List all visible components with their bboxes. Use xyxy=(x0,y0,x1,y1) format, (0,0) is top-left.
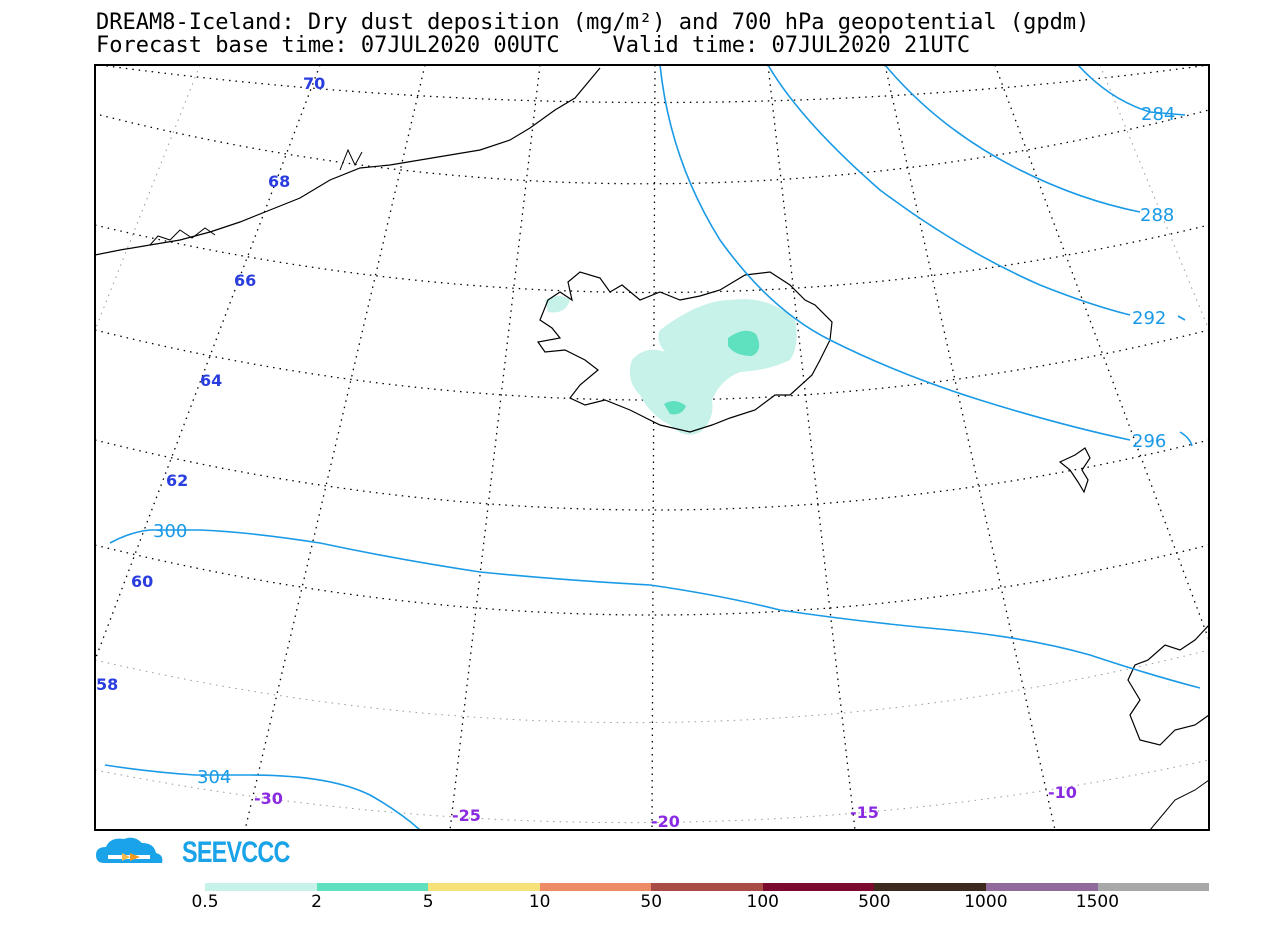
meridian-5 xyxy=(994,65,1209,641)
dust-area-medium-2 xyxy=(664,400,686,415)
colorbar-label: 10 xyxy=(528,892,551,912)
colorbar xyxy=(205,883,1210,891)
parallel-56 xyxy=(95,759,1209,824)
parallel-70 xyxy=(99,65,1209,104)
colorbar-segment xyxy=(316,883,429,891)
contour-292 xyxy=(767,65,1131,316)
map-title-line-2: Forecast base time: 07JUL2020 00UTC Vali… xyxy=(96,33,971,58)
colorbar-label: 2 xyxy=(311,892,322,912)
latitude-gridlines-light xyxy=(95,649,1209,824)
colorbar-label: 500 xyxy=(858,892,891,912)
parallel-66 xyxy=(95,224,1209,294)
colorbar-segment xyxy=(205,883,317,891)
longitude-labels: -30 -25 -20 -15 -10 xyxy=(254,783,1077,831)
geopotential-contours xyxy=(104,65,1201,830)
colorbar-label: 1500 xyxy=(1075,892,1120,912)
dust-deposition-shading xyxy=(545,296,797,435)
lat-label-62: 62 xyxy=(166,471,188,490)
meridian-35 xyxy=(95,65,321,661)
meridian-10 xyxy=(884,65,1056,830)
gp-label-300: 300 xyxy=(153,521,187,542)
lat-label-66: 66 xyxy=(234,271,256,290)
dust-area-low xyxy=(629,299,797,435)
contour-284 xyxy=(1077,65,1186,116)
parallel-68 xyxy=(99,109,1209,185)
lon-label-20: -20 xyxy=(651,812,680,831)
parallel-58 xyxy=(95,649,1209,724)
meridian-gridlines-light xyxy=(95,65,1209,331)
colorbar-segment xyxy=(762,883,875,891)
colorbar-label: 100 xyxy=(746,892,779,912)
dust-area-medium-1 xyxy=(728,330,760,356)
colorbar-segment xyxy=(651,883,763,891)
meridian-30 xyxy=(244,65,426,830)
gp-label-296: 296 xyxy=(1132,431,1166,452)
latitude-gridlines xyxy=(95,65,1209,616)
lat-label-70: 70 xyxy=(303,74,325,93)
colorbar-segment xyxy=(874,883,986,891)
colorbar-label: 0.5 xyxy=(191,892,219,912)
contour-288 xyxy=(884,65,1141,213)
lat-label-60: 60 xyxy=(131,572,153,591)
map-frame xyxy=(94,64,1210,831)
meridian-20 xyxy=(651,65,656,830)
latitude-labels: 70 68 66 64 62 60 58 xyxy=(96,74,325,694)
meridian-25 xyxy=(449,65,541,830)
lon-label-15: -15 xyxy=(850,803,879,822)
lon-label-25: -25 xyxy=(452,806,481,825)
dust-area-low-west xyxy=(545,296,570,313)
faroe-islands xyxy=(1058,447,1091,494)
gp-label-304: 304 xyxy=(197,767,231,788)
geopotential-labels: 284 288 292 296 300 304 xyxy=(153,104,1175,788)
gp-label-284: 284 xyxy=(1141,104,1175,125)
norway-coastline xyxy=(1127,624,1209,746)
lat-label-68: 68 xyxy=(268,172,290,191)
gp-label-292: 292 xyxy=(1132,308,1166,329)
lat-label-58: 58 xyxy=(96,675,118,694)
contour-296 xyxy=(659,65,1131,441)
greenland-coastline xyxy=(95,67,601,256)
cloud-logo-icon xyxy=(96,837,163,863)
colorbar-label: 1000 xyxy=(964,892,1008,912)
colorbar-label: 5 xyxy=(422,892,434,912)
colorbar-segment xyxy=(428,883,540,891)
parallel-60 xyxy=(95,544,1209,616)
parallel-62 xyxy=(95,439,1209,511)
lon-label-10: -10 xyxy=(1048,783,1077,802)
colorbar-segment xyxy=(539,883,652,891)
iceland-coastline xyxy=(536,271,833,433)
colorbar-label: 50 xyxy=(640,892,663,912)
meridian-gridlines xyxy=(95,65,1209,830)
map-title-line-1: DREAM8-Iceland: Dry dust deposition (mg/… xyxy=(96,10,1090,35)
meridian-15 xyxy=(767,65,856,830)
lat-label-64: 64 xyxy=(200,371,222,390)
lon-label-30: -30 xyxy=(254,789,283,808)
colorbar-segment xyxy=(1097,883,1210,891)
contour-300 xyxy=(109,529,1201,689)
colorbar-segment xyxy=(985,883,1098,891)
gp-label-288: 288 xyxy=(1140,205,1174,226)
contour-304 xyxy=(104,764,421,830)
logo-text: SEEVCCC xyxy=(182,836,290,869)
